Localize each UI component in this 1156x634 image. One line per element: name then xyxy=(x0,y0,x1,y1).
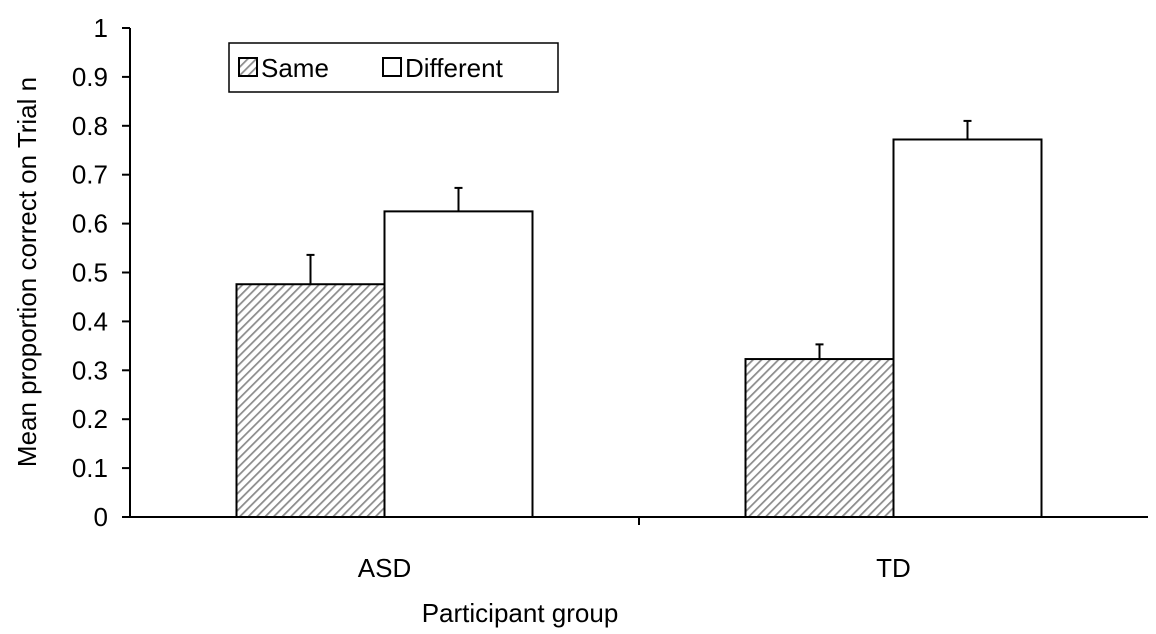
y-axis: 0 0.1 0.2 0.3 0.4 0.5 0.6 0.7 0.8 0.9 1 xyxy=(72,13,131,532)
bars xyxy=(235,119,1043,519)
legend-label-same: Same xyxy=(261,53,329,83)
legend-label-different: Different xyxy=(405,53,504,83)
y-tick-label-4: 0.4 xyxy=(72,306,108,336)
bar-same-asd xyxy=(235,283,386,518)
y-tick-label-2: 0.2 xyxy=(72,404,108,434)
bar-same-td xyxy=(744,358,895,519)
y-tick-label-6: 0.6 xyxy=(72,209,108,239)
y-tick-label-5: 0.5 xyxy=(72,258,108,288)
x-tick-label-td: TD xyxy=(876,553,911,583)
legend-swatch-different xyxy=(382,57,402,77)
y-tick-label-9: 0.9 xyxy=(72,62,108,92)
y-tick-label-8: 0.8 xyxy=(72,111,108,141)
bar-different-td xyxy=(892,138,1043,518)
legend: Same Different xyxy=(228,42,559,93)
y-tick-label-0: 0 xyxy=(94,502,108,532)
x-axis-title: Participant group xyxy=(422,598,619,628)
legend-swatch-same xyxy=(238,57,258,77)
y-tick-label-10: 1 xyxy=(94,13,108,43)
y-tick-label-3: 0.3 xyxy=(72,355,108,385)
y-tick-label-1: 0.1 xyxy=(72,453,108,483)
y-axis-title: Mean proportion correct on Trial n xyxy=(12,77,42,467)
bar-different-asd xyxy=(383,210,534,518)
x-tick-label-asd: ASD xyxy=(358,553,411,583)
x-axis: ASD TD xyxy=(130,516,1148,583)
y-tick-label-7: 0.7 xyxy=(72,160,108,190)
